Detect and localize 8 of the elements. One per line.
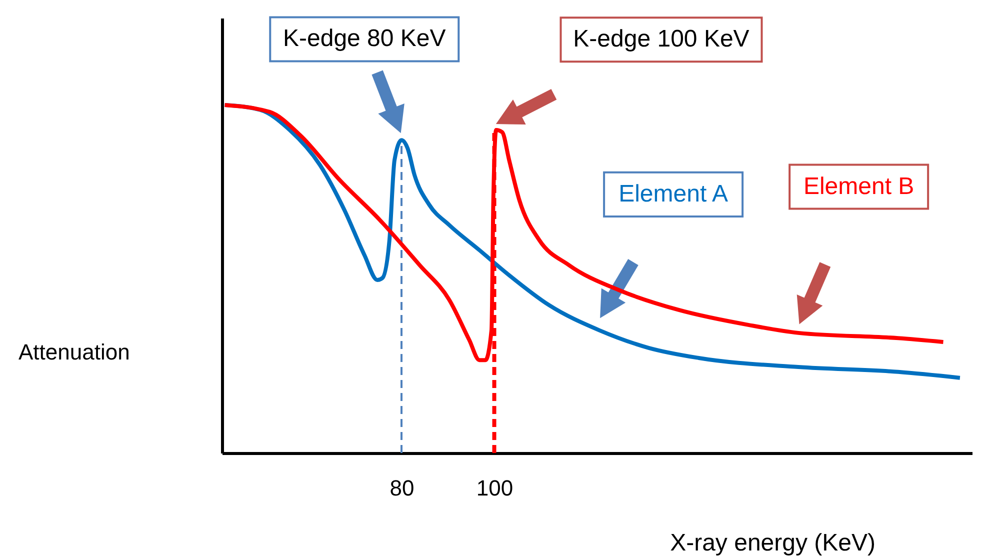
y-axis-title: Attenuation bbox=[18, 340, 130, 364]
x-axis-title: X-ray energy (KeV) bbox=[670, 530, 876, 556]
text: K-edge 100 KeV bbox=[573, 26, 750, 53]
x-tick-label: 100 bbox=[476, 476, 514, 500]
text: Element B bbox=[803, 172, 914, 200]
text: K-edge 80 KeV bbox=[282, 25, 446, 52]
x-tick-label: 80 bbox=[390, 476, 414, 500]
text: Element A bbox=[618, 180, 728, 208]
